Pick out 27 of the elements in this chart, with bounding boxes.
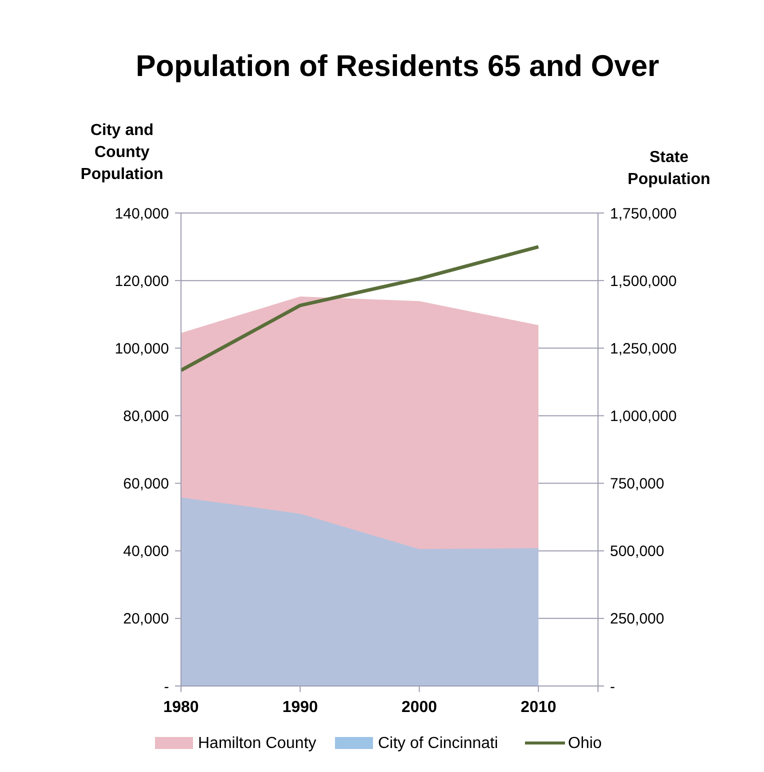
x-tick-label: 1980 bbox=[163, 699, 199, 716]
y2-tick-label: 1,750,000 bbox=[610, 205, 677, 222]
y2-tick-label: 250,000 bbox=[610, 610, 664, 628]
y-axis-title: City and County Population bbox=[80, 122, 164, 183]
legend-label: City of Cincinnati bbox=[378, 735, 498, 752]
y2-tick-label: 500,000 bbox=[610, 543, 664, 560]
y2-tick-label: 1,000,000 bbox=[610, 408, 677, 425]
y-tick-label: 40,000 bbox=[123, 543, 169, 560]
y2-tick-label: - bbox=[610, 678, 615, 696]
y2-tick-label: 750,000 bbox=[610, 476, 664, 493]
y-tick-label: 80,000 bbox=[123, 408, 169, 425]
y-tick-label: - bbox=[164, 678, 169, 696]
y2-axis-title: State Population bbox=[628, 149, 710, 188]
y-tick-label: 100,000 bbox=[114, 340, 169, 358]
y-tick-label: 60,000 bbox=[123, 476, 169, 493]
x-tick-label: 2000 bbox=[401, 699, 438, 716]
x-tick-label: 1990 bbox=[282, 699, 318, 716]
y2-tick-label: 1,250,000 bbox=[610, 340, 677, 358]
y-tick-label: 120,000 bbox=[114, 272, 169, 290]
y-tick-label: 140,000 bbox=[114, 205, 169, 222]
y-tick-label: 20,000 bbox=[123, 610, 169, 628]
chart-title: Population of Residents 65 and Over bbox=[136, 50, 660, 83]
line-series bbox=[179, 245, 540, 372]
y2-tick-label: 1,500,000 bbox=[610, 272, 677, 290]
x-tick-label: 2010 bbox=[520, 699, 556, 716]
legend-label: Ohio bbox=[568, 735, 602, 752]
legend-label: Hamilton County bbox=[198, 735, 316, 752]
